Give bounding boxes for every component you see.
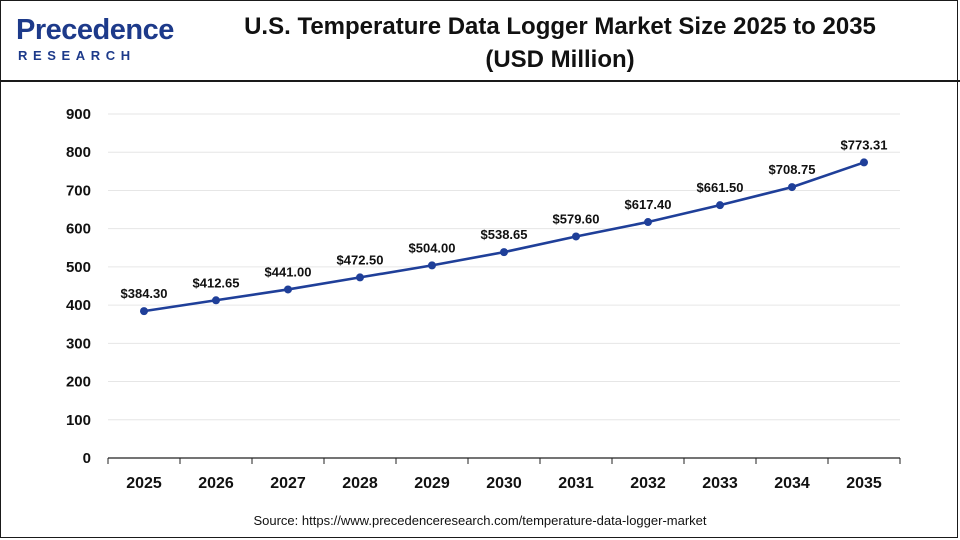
x-tick-label: 2027	[270, 475, 306, 492]
logo-text-top: Precedence	[16, 14, 174, 46]
header: Precedence RESEARCH U.S. Temperature Dat…	[0, 0, 960, 82]
y-tick-label: 0	[83, 450, 91, 467]
data-point	[716, 201, 724, 210]
y-axis-ticks: 0 100 200 300 400 500 600 700 800 900	[66, 106, 91, 467]
data-label: $661.50	[697, 180, 744, 195]
data-label: $617.40	[625, 197, 672, 212]
y-tick-label: 900	[66, 106, 91, 123]
logo-text-bottom: RESEARCH	[18, 48, 136, 63]
chart-title-line-1: U.S. Temperature Data Logger Market Size…	[244, 13, 876, 40]
x-tick-label: 2031	[558, 475, 594, 492]
data-label: $579.60	[553, 211, 600, 226]
data-label: $708.75	[769, 162, 816, 177]
x-tick-label: 2028	[342, 475, 378, 492]
chart-title-line-2: (USD Million)	[485, 46, 635, 73]
data-label: $472.50	[337, 252, 384, 267]
data-label: $412.65	[193, 275, 240, 290]
data-point	[140, 307, 148, 316]
x-tick-label: 2034	[774, 475, 810, 492]
y-tick-label: 200	[66, 374, 91, 391]
data-point	[212, 296, 220, 305]
data-point	[284, 285, 292, 294]
x-tick-label: 2033	[702, 475, 738, 492]
x-tick-label: 2025	[126, 475, 162, 492]
chart-title: U.S. Temperature Data Logger Market Size…	[200, 10, 920, 76]
data-label: $773.31	[841, 137, 888, 152]
x-tick-label: 2032	[630, 475, 666, 492]
data-label: $384.30	[121, 286, 168, 301]
data-point	[356, 273, 364, 282]
data-point	[788, 183, 796, 192]
y-tick-label: 600	[66, 221, 91, 238]
y-tick-label: 400	[66, 297, 91, 314]
data-label: $441.00	[265, 264, 312, 279]
source-note: Source: https://www.precedenceresearch.c…	[253, 513, 707, 528]
x-tick-label: 2030	[486, 475, 522, 492]
y-tick-label: 300	[66, 335, 91, 352]
data-point	[860, 158, 868, 167]
y-tick-label: 700	[66, 182, 91, 199]
x-tick-label: 2029	[414, 475, 450, 492]
grid-lines	[108, 113, 900, 421]
y-tick-label: 800	[66, 144, 91, 161]
data-point	[428, 261, 436, 270]
y-tick-label: 100	[66, 412, 91, 429]
x-tick-label: 2035	[846, 475, 882, 492]
x-tick-label: 2026	[198, 475, 234, 492]
y-tick-label: 500	[66, 259, 91, 276]
data-label: $538.65	[481, 227, 528, 242]
series-layer: $384.30 $412.65 $441.00 $472.50 $504.00 $538.…	[121, 137, 888, 316]
data-label: $504.00	[409, 240, 456, 255]
data-point	[500, 248, 508, 257]
data-point	[644, 218, 652, 227]
x-axis-ticks: 2025 2026 2027 2028 2029 2030 2031 2032 2033 2034…	[107, 458, 901, 492]
brand-logo: Precedence RESEARCH	[16, 12, 174, 68]
data-point	[572, 232, 580, 241]
